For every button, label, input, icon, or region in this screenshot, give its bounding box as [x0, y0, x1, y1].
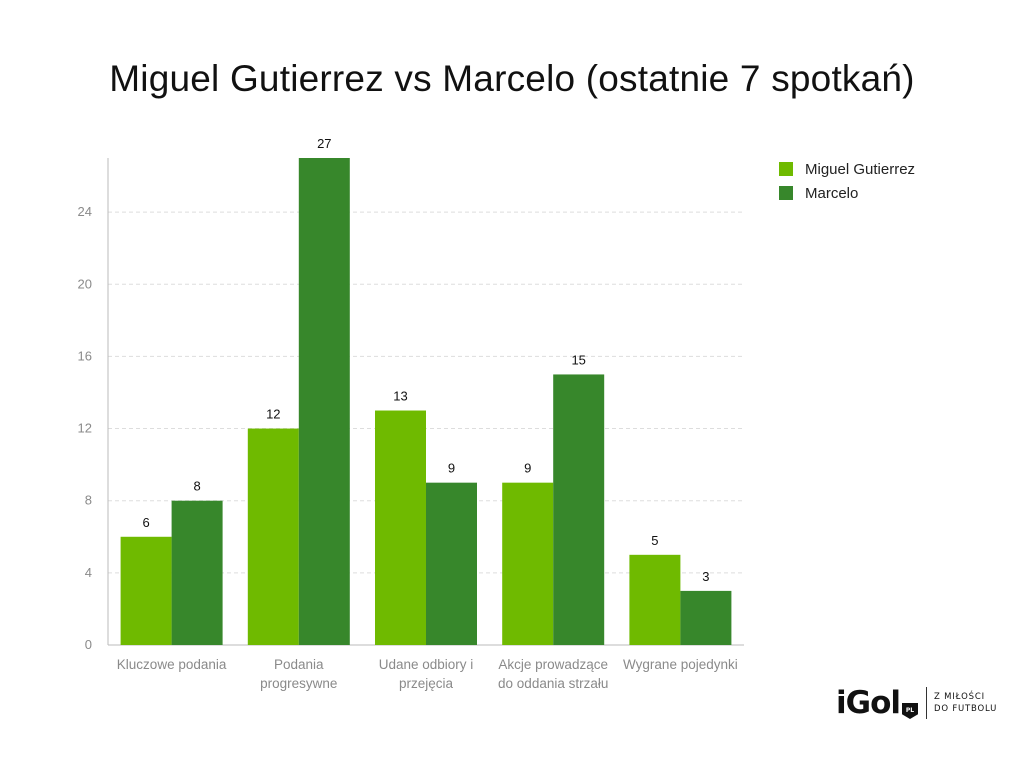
y-tick-label: 20: [78, 276, 92, 291]
x-category-label-line: Kluczowe podania: [117, 657, 227, 672]
tagline-line-2: DO FUTBOLU: [934, 704, 998, 714]
x-category-label-line: przejęcia: [399, 676, 454, 691]
axes: 0 4 8 12 16 20 24 Kluczowe podania Podania progre…: [78, 158, 744, 691]
y-tick-label: 16: [78, 348, 92, 363]
bar: [502, 482, 554, 645]
x-category-label: Wygrane pojedynki: [623, 657, 738, 672]
brand-tagline: Z MIŁOŚCI DO FUTBOLU: [934, 691, 997, 715]
bars: [120, 158, 732, 645]
brand-logo-block: iGol PL Z MIŁOŚCI DO FUTBOLU: [836, 685, 997, 721]
legend: Miguel Gutierrez Marcelo: [779, 161, 915, 202]
chart-title: Miguel Gutierrez vs Marcelo (ostatnie 7 …: [109, 58, 915, 99]
igol-wordmark: iGol: [836, 685, 901, 721]
data-label: 5: [651, 533, 658, 548]
bar: [120, 536, 172, 645]
bar: [375, 410, 426, 645]
bar: [171, 500, 223, 645]
legend-swatch: [779, 186, 793, 200]
data-label: 9: [524, 461, 531, 476]
y-tick-label: 8: [85, 493, 92, 508]
bar: [298, 158, 350, 645]
x-category-label-line: Akcje prowadzące: [498, 657, 608, 672]
data-label: 8: [193, 479, 200, 494]
bar: [426, 482, 477, 645]
x-category-label: Udane odbiory i przejęcia: [379, 657, 474, 691]
x-category-label: Podania progresywne: [260, 657, 337, 691]
x-category-label-line: progresywne: [260, 676, 337, 691]
data-label: 15: [571, 352, 585, 367]
data-label: 12: [266, 407, 280, 422]
x-category-label-line: Udane odbiory i: [379, 657, 474, 672]
x-category-label-line: Wygrane pojedynki: [623, 657, 738, 672]
bar: [629, 554, 681, 645]
legend-label: Marcelo: [805, 185, 858, 202]
x-category-label-line: do oddania strzału: [498, 676, 608, 691]
y-tick-label: 12: [78, 421, 92, 436]
pl-badge-icon: PL: [902, 703, 918, 719]
brand-divider: [926, 687, 927, 719]
y-tick-label: 4: [85, 565, 92, 580]
data-label: 27: [317, 136, 331, 151]
y-tick-label: 24: [78, 204, 92, 219]
igol-logo: iGol PL: [836, 685, 918, 721]
bar: [680, 590, 732, 645]
x-category-label: Akcje prowadzące do oddania strzału: [498, 657, 608, 691]
legend-swatch: [779, 162, 793, 176]
y-tick-label: 0: [85, 637, 92, 652]
x-category-label-line: Podania: [274, 657, 324, 672]
data-labels: 6 8 12 27 13 9 9 15 5 3: [142, 136, 709, 584]
x-category-label: Kluczowe podania: [117, 657, 227, 672]
legend-label: Miguel Gutierrez: [805, 161, 915, 178]
data-label: 13: [393, 389, 407, 404]
bar: [553, 374, 605, 645]
bar: [247, 428, 299, 645]
tagline-line-1: Z MIŁOŚCI: [934, 692, 985, 702]
data-label: 9: [448, 461, 455, 476]
data-label: 3: [702, 569, 709, 584]
data-label: 6: [142, 515, 149, 530]
